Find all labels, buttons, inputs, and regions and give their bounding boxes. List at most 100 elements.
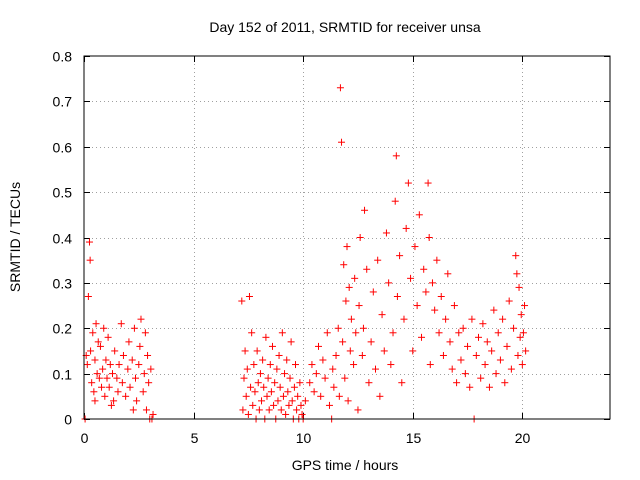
data-point [103, 374, 111, 382]
data-point [325, 401, 333, 409]
data-point [332, 351, 340, 359]
data-point [139, 388, 147, 396]
data-point [507, 365, 515, 373]
data-point [519, 329, 527, 337]
y-tick-label: 0.3 [53, 276, 73, 292]
data-point [387, 361, 395, 369]
data-point [513, 270, 521, 278]
data-point [428, 279, 436, 287]
y-tick-label: 0 [64, 412, 72, 428]
data-point [274, 397, 282, 405]
data-point [344, 397, 352, 405]
data-point [270, 401, 278, 409]
data-point [312, 370, 320, 378]
data-point [485, 383, 493, 391]
axis-ticks: 0 0.1 0.2 0.3 0.4 0.5 0.6 0.7 0.8 0 5 10 15 20 [53, 49, 610, 446]
data-point [329, 365, 337, 373]
data-point [264, 374, 272, 382]
data-point [145, 379, 153, 387]
data-point [339, 338, 347, 346]
data-point [107, 401, 115, 409]
data-point [317, 392, 325, 400]
data-point [472, 351, 480, 359]
data-point [321, 374, 329, 382]
data-point [382, 229, 390, 237]
data-point [453, 379, 461, 387]
data-point [91, 356, 99, 364]
data-point [346, 347, 354, 355]
data-point [242, 392, 250, 400]
data-point [111, 347, 119, 355]
data-point [363, 265, 371, 273]
data-point [83, 361, 91, 369]
data-point [125, 338, 133, 346]
data-point [371, 365, 379, 373]
data-point [114, 388, 122, 396]
y-tick-label: 0.8 [53, 49, 73, 65]
data-point [418, 333, 426, 341]
data-point [396, 252, 404, 260]
data-point [90, 388, 98, 396]
data-point [340, 261, 348, 269]
data-point [262, 333, 270, 341]
data-point [516, 333, 524, 341]
data-point [481, 361, 489, 369]
data-point [400, 315, 408, 323]
data-point [512, 252, 520, 260]
data-point [425, 234, 433, 241]
data-point [319, 356, 327, 364]
data-point [468, 315, 476, 323]
data-point [243, 365, 251, 373]
data-point [393, 292, 401, 300]
data-point [122, 392, 130, 400]
data-point [448, 365, 456, 373]
data-point [273, 365, 281, 373]
data-point [517, 311, 525, 319]
data-point [294, 392, 302, 400]
data-point [351, 274, 359, 282]
data-point [136, 342, 144, 350]
data-point [253, 347, 261, 355]
data-point [490, 306, 498, 314]
data-point [254, 379, 262, 387]
data-point [106, 361, 114, 369]
data-point [358, 351, 366, 359]
data-point [342, 297, 350, 305]
data-point [278, 329, 286, 337]
x-tick-label: 15 [406, 430, 422, 446]
data-point [285, 401, 293, 409]
data-point [514, 351, 522, 359]
data-point [110, 397, 118, 405]
data-point [258, 397, 266, 405]
data-point [96, 342, 104, 350]
data-point [108, 370, 116, 378]
data-point [409, 347, 417, 355]
data-point [404, 179, 412, 187]
data-point [433, 256, 441, 264]
data-point [345, 283, 353, 291]
data-point [411, 243, 419, 251]
data-point [483, 338, 491, 346]
data-point [391, 197, 399, 205]
data-point [119, 351, 127, 359]
data-point [260, 383, 268, 391]
data-point [431, 306, 439, 314]
data-point [137, 315, 145, 323]
data-point [92, 320, 100, 328]
y-tick-label: 0.6 [53, 140, 73, 156]
data-point [503, 342, 511, 350]
data-point [144, 351, 152, 359]
data-point [356, 234, 364, 241]
data-point [293, 406, 301, 414]
data-point [277, 406, 285, 414]
x-tick-label: 5 [191, 430, 199, 446]
data-point [296, 379, 304, 387]
data-point [87, 347, 95, 355]
x-tick-label: 20 [515, 430, 531, 446]
data-point [85, 238, 93, 246]
data-point [376, 392, 384, 400]
data-point [392, 152, 400, 160]
data-point [95, 374, 103, 382]
data-point [298, 410, 306, 418]
